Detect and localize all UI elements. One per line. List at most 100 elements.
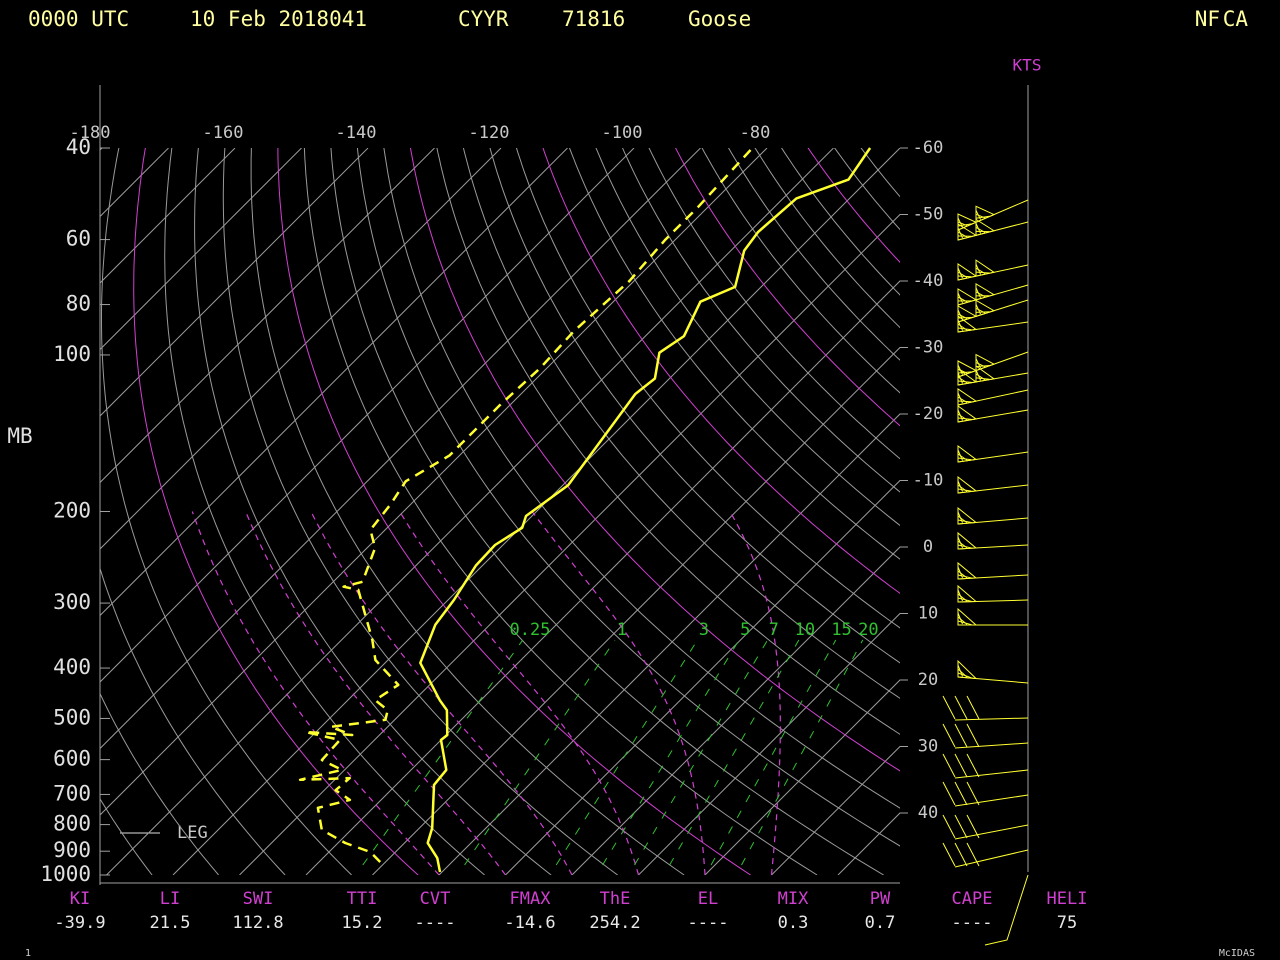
pennant-hatch — [975, 358, 981, 369]
header-region: NF — [1195, 7, 1220, 31]
mixing-ratio-line — [602, 639, 740, 866]
index-value: 21.5 — [150, 913, 191, 933]
pennant-hatch — [975, 267, 986, 275]
mixing-ratio-line — [669, 639, 800, 866]
moist-adiabat — [310, 511, 573, 875]
pennant-hatch — [957, 267, 963, 279]
header-item: CYYR — [458, 7, 509, 31]
y-axis-label: MB — [7, 424, 32, 448]
wind-feather — [942, 695, 956, 720]
index-value: 75 — [1057, 913, 1077, 933]
index-value: ---- — [952, 913, 993, 933]
pennant-hatch — [957, 319, 963, 331]
pennant-hatch — [975, 362, 986, 368]
y-tick-label: 60 — [66, 227, 91, 251]
mixing-ratio-line — [741, 639, 864, 866]
dry-adiabat — [436, 148, 900, 735]
index-value: ---- — [415, 913, 456, 933]
isotherm — [100, 148, 768, 816]
wind-feather — [942, 723, 956, 748]
x-tick-label: -80 — [740, 123, 771, 143]
index-value: 254.2 — [589, 913, 640, 933]
dry-adiabat — [100, 692, 219, 875]
index-label: FMAX — [510, 889, 552, 909]
mixing-ratio-line — [634, 639, 768, 866]
wind-pennant — [975, 259, 996, 277]
dry-adiabat — [409, 148, 900, 772]
x2-tick-label: -40 — [913, 271, 944, 291]
mixing-ratio-label: 20 — [858, 620, 878, 640]
wind-pennant — [957, 213, 978, 231]
isotherm — [100, 148, 302, 351]
isotherm — [172, 148, 900, 875]
wind-pennant — [957, 263, 978, 281]
x2-tick-label: -50 — [913, 205, 944, 225]
x-tick-label: -180 — [70, 123, 111, 143]
wind-feather — [966, 695, 980, 720]
dry-adiabat — [701, 148, 900, 394]
pennant-hatch — [957, 364, 963, 375]
index-value: 15.2 — [342, 913, 383, 933]
isotherm — [638, 612, 900, 875]
x2-tick-label: -30 — [913, 338, 944, 358]
y-tick-label: 700 — [53, 781, 91, 805]
dry-adiabat — [356, 148, 900, 847]
wind-pennant — [957, 388, 978, 406]
index-label: TTI — [347, 889, 378, 909]
x-tick-label: -160 — [203, 123, 244, 143]
index-value: 112.8 — [232, 913, 283, 933]
y-tick-label: 900 — [53, 838, 91, 862]
wind-pennant — [957, 288, 978, 306]
pennant-hatch — [957, 292, 963, 304]
hodograph — [984, 874, 1029, 946]
pennant-hatch — [957, 540, 968, 549]
index-value: 0.7 — [865, 913, 896, 933]
pennant-hatch — [957, 323, 968, 331]
mixing-ratio-label: 0.25 — [509, 620, 550, 640]
dry-adiabat — [330, 148, 884, 875]
wind-pennant — [957, 360, 978, 378]
isotherm — [100, 148, 236, 284]
pennant-hatch — [957, 221, 968, 227]
dry-adiabat — [462, 148, 900, 699]
wind-barb — [954, 824, 1029, 840]
wind-feather — [954, 753, 968, 778]
pennant-hatch — [957, 484, 968, 492]
wind-feather — [966, 781, 980, 806]
header-item: 71816 — [562, 7, 625, 31]
pennant-hatch — [957, 593, 968, 602]
isotherm — [704, 679, 900, 875]
index-label: SWI — [243, 889, 274, 909]
dry-adiabat — [277, 148, 751, 875]
y-tick-label: 400 — [53, 655, 91, 679]
index-label: CAPE — [952, 889, 993, 909]
isotherm — [100, 148, 502, 550]
pennant-hatch — [957, 271, 968, 278]
wind-barb — [954, 742, 1029, 749]
wind-feather — [954, 781, 968, 806]
x-tick-label: -120 — [469, 123, 510, 143]
dry-adiabat — [834, 148, 900, 231]
moist-adiabat — [531, 511, 706, 875]
pennant-hatch — [975, 304, 981, 315]
mixing-ratio-label: 10 — [795, 620, 815, 640]
wind-unit: KTS — [1013, 56, 1042, 75]
dry-adiabat — [595, 148, 900, 527]
y-tick-label: 800 — [53, 812, 91, 836]
isotherm — [505, 479, 900, 875]
wind-barb — [954, 849, 1029, 868]
wind-pennant — [957, 584, 978, 603]
index-label: KI — [70, 889, 90, 909]
moist-adiabat — [245, 511, 506, 875]
pennant-hatch — [957, 515, 968, 524]
mixing-ratio-line — [464, 639, 616, 866]
pennant-hatch — [957, 664, 963, 677]
pennant-hatch — [957, 309, 963, 320]
mixing-ratio-label: 15 — [831, 620, 851, 640]
y-tick-label: 100 — [53, 342, 91, 366]
isotherm — [438, 413, 900, 875]
x2-tick-label: 20 — [918, 670, 938, 690]
isotherm — [305, 280, 900, 875]
dry-adiabat — [807, 148, 900, 264]
wind-pennant — [975, 218, 996, 237]
